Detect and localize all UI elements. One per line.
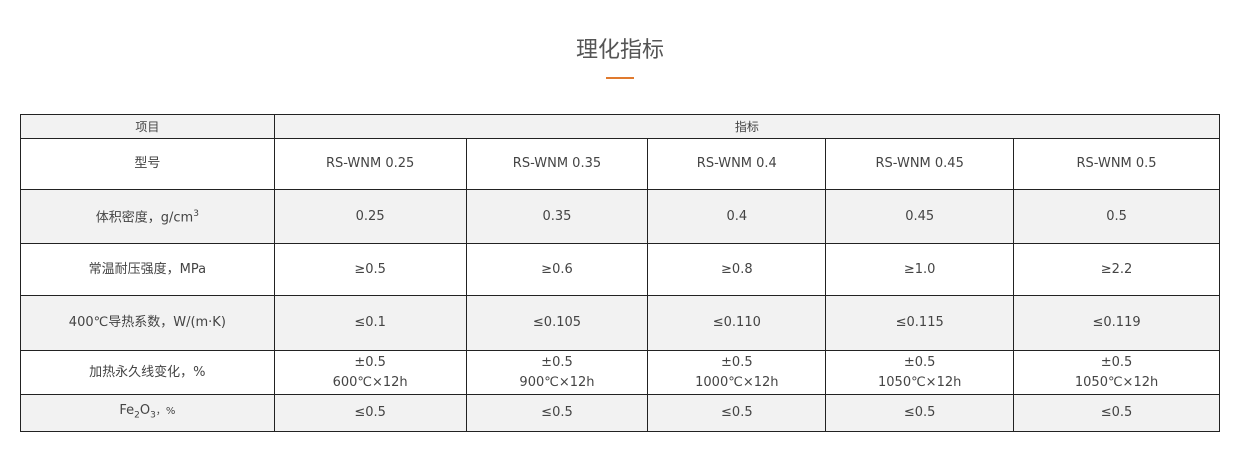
row-label: 常温耐压强度，MPa xyxy=(20,243,275,296)
cell: RS-WNM 0.5 xyxy=(1013,138,1220,190)
table-header-row: 项目 指标 xyxy=(20,114,1221,139)
cell: ±0.5 600℃×12h xyxy=(273,350,467,395)
cell: ≥2.2 xyxy=(1013,243,1220,296)
title-underline xyxy=(606,77,634,79)
row-label: 型号 xyxy=(20,138,275,190)
row-label: Fe2O3，% xyxy=(20,394,275,432)
table-row: 常温耐压强度，MPa ≥0.5 ≥0.6 ≥0.8 ≥1.0 ≥2.2 xyxy=(20,243,1220,296)
cell: 0.25 xyxy=(273,189,467,244)
cell: RS-WNM 0.45 xyxy=(825,138,1015,190)
cell: ≤0.1 xyxy=(273,295,467,351)
cell: ≤0.5 xyxy=(273,394,467,432)
cell: ≥0.8 xyxy=(647,243,827,296)
cell: ±0.5 1000℃×12h xyxy=(647,350,827,395)
page-title: 理化指标 xyxy=(575,38,664,63)
cell: ≤0.110 xyxy=(647,295,827,351)
cell: ≥0.5 xyxy=(273,243,467,296)
header-item: 项目 xyxy=(20,114,275,139)
cell: 0.5 xyxy=(1013,189,1220,244)
cell: ≤0.5 xyxy=(465,394,649,432)
row-label: 400℃导热系数，W/(m·K) xyxy=(20,295,275,351)
cell: ≤0.115 xyxy=(825,295,1015,351)
cell: ≥1.0 xyxy=(825,243,1015,296)
cell: ≥0.6 xyxy=(465,243,649,296)
cell: ≤0.5 xyxy=(1013,394,1220,432)
cell: ±0.5 1050℃×12h xyxy=(1013,350,1220,395)
cell: ≤0.5 xyxy=(647,394,827,432)
cell: RS-WNM 0.35 xyxy=(465,138,649,190)
table-row: 加热永久线变化，% ±0.5 600℃×12h ±0.5 900℃×12h ±0.5… xyxy=(20,350,1220,395)
spec-table: 项目 指标 型号 RS-WNM 0.25 RS-WNM 0.35 RS-WNM … xyxy=(20,114,1221,432)
header-spec: 指标 xyxy=(273,114,1221,139)
table-row: 400℃导热系数，W/(m·K) ≤0.1 ≤0.105 ≤0.110 ≤0.1… xyxy=(20,295,1220,351)
cell: ±0.5 1050℃×12h xyxy=(825,350,1015,395)
row-label: 体积密度，g/cm3 xyxy=(20,189,275,244)
cell: ±0.5 900℃×12h xyxy=(465,350,649,395)
table-row: 体积密度，g/cm3 0.25 0.35 0.4 0.45 0.5 xyxy=(20,189,1220,244)
table-row: 型号 RS-WNM 0.25 RS-WNM 0.35 RS-WNM 0.4 RS… xyxy=(20,138,1220,190)
row-label: 加热永久线变化，% xyxy=(20,350,275,395)
cell: 0.4 xyxy=(647,189,827,244)
cell: 0.35 xyxy=(465,189,649,244)
cell: 0.45 xyxy=(825,189,1015,244)
cell: RS-WNM 0.4 xyxy=(647,138,827,190)
table-row: Fe2O3，% ≤0.5 ≤0.5 ≤0.5 ≤0.5 ≤0.5 xyxy=(20,394,1220,432)
cell: RS-WNM 0.25 xyxy=(273,138,467,190)
cell: ≤0.5 xyxy=(825,394,1015,432)
cell: ≤0.119 xyxy=(1013,295,1220,351)
cell: ≤0.105 xyxy=(465,295,649,351)
